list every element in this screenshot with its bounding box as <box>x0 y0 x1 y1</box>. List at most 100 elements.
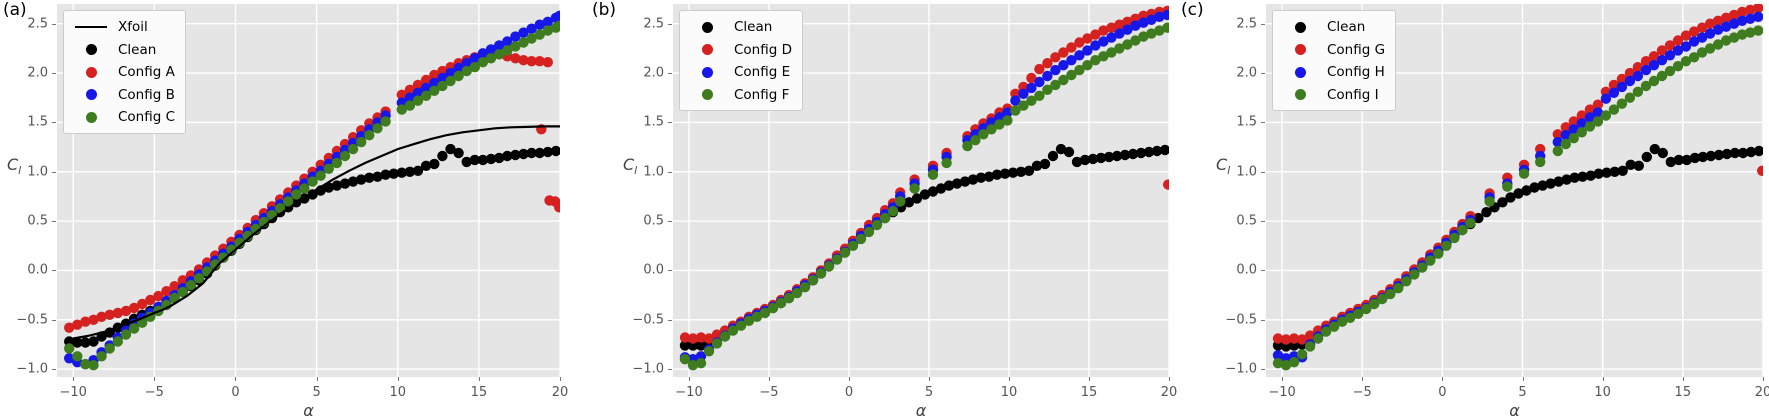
data-point <box>554 202 560 213</box>
data-point <box>453 62 464 74</box>
data-point <box>1018 100 1029 111</box>
x-tick-label: 10 <box>389 385 407 400</box>
data-point <box>1712 15 1724 26</box>
data-point <box>1304 330 1316 341</box>
data-point <box>80 316 91 327</box>
data-point <box>485 153 497 165</box>
legend-dot-marker <box>701 44 713 56</box>
x-tick-label: 0 <box>844 385 854 400</box>
data-point <box>1055 143 1067 155</box>
plot-area-a <box>57 4 560 377</box>
data-point <box>703 333 715 344</box>
y-tick-label: 1.5 <box>27 114 48 130</box>
data-point <box>994 119 1005 130</box>
data-point <box>1729 147 1741 159</box>
data-point <box>420 90 432 102</box>
data-point <box>64 343 75 354</box>
data-point <box>695 332 707 343</box>
data-point <box>807 275 819 286</box>
data-point <box>347 143 359 155</box>
data-point <box>323 163 334 174</box>
data-point <box>743 315 755 326</box>
y-tick-label: 0.5 <box>1236 213 1257 229</box>
data-point <box>1425 255 1436 266</box>
data-point <box>469 53 480 64</box>
data-point <box>986 124 997 135</box>
data-point <box>1680 41 1692 52</box>
data-point <box>1640 56 1652 67</box>
data-point <box>1353 308 1364 319</box>
data-point <box>429 85 440 97</box>
data-point <box>1656 55 1668 66</box>
data-point <box>1609 166 1620 177</box>
data-point <box>1082 60 1093 71</box>
x-tick-label: 5 <box>924 385 934 400</box>
x-tick-mark <box>478 377 480 381</box>
y-tick-mark <box>668 270 672 272</box>
chart-canvas <box>673 4 1169 377</box>
data-point <box>542 146 553 158</box>
data-point <box>1568 116 1579 127</box>
data-point <box>1576 118 1587 129</box>
data-point <box>218 252 229 263</box>
data-point <box>759 307 771 319</box>
legend-label: Xfoil <box>118 19 148 36</box>
data-point <box>534 29 545 40</box>
x-tick-mark <box>154 377 156 381</box>
data-point <box>799 282 811 293</box>
x-axis-label: α <box>915 401 927 420</box>
data-point <box>477 48 489 59</box>
data-point <box>1071 156 1083 168</box>
data-point <box>1720 21 1732 32</box>
data-point <box>1632 86 1644 98</box>
data-point <box>679 340 691 351</box>
data-point <box>871 219 883 231</box>
data-point <box>502 150 513 162</box>
x-tick-mark <box>849 377 850 381</box>
data-point <box>1401 276 1412 287</box>
data-point <box>1745 4 1756 16</box>
data-point <box>1745 27 1756 38</box>
data-point <box>1584 104 1596 115</box>
data-point <box>1074 37 1085 48</box>
data-point <box>1079 154 1091 166</box>
legend-item: Clean <box>1281 16 1385 39</box>
data-point <box>970 135 981 146</box>
data-point <box>1026 95 1037 106</box>
data-point <box>1154 25 1165 36</box>
y-tick-label: 0.5 <box>643 213 664 229</box>
legend-label: Config G <box>1327 41 1386 58</box>
x-tick-mark <box>1682 377 1684 381</box>
x-tick-label: 20 <box>1754 385 1769 400</box>
data-point <box>1484 196 1495 207</box>
data-point <box>1737 29 1748 40</box>
legend-marker <box>1281 89 1319 101</box>
data-point <box>404 166 416 177</box>
y-tick-label: −0.5 <box>632 312 664 328</box>
data-point <box>461 156 472 168</box>
data-point <box>1688 36 1700 47</box>
data-point <box>161 286 172 297</box>
y-tick-label: 2.5 <box>27 16 48 32</box>
data-point <box>1272 350 1284 361</box>
data-point <box>104 309 115 320</box>
data-point <box>1082 33 1093 44</box>
y-tick-label: 2.5 <box>1236 16 1257 32</box>
data-point <box>1704 28 1716 39</box>
data-point <box>145 294 156 306</box>
data-point <box>307 176 318 187</box>
x-tick-label: 15 <box>1080 385 1098 400</box>
data-point <box>210 259 221 270</box>
data-point <box>1672 35 1684 46</box>
data-point <box>935 183 947 194</box>
data-point <box>518 55 529 66</box>
x-tick-label: 5 <box>1518 385 1527 400</box>
data-point <box>453 147 464 159</box>
data-point <box>112 336 123 347</box>
data-point <box>1130 20 1141 31</box>
data-point <box>1625 159 1636 170</box>
data-point <box>339 178 351 189</box>
data-point <box>96 351 107 362</box>
data-point <box>1146 28 1157 39</box>
data-point <box>1577 171 1588 182</box>
